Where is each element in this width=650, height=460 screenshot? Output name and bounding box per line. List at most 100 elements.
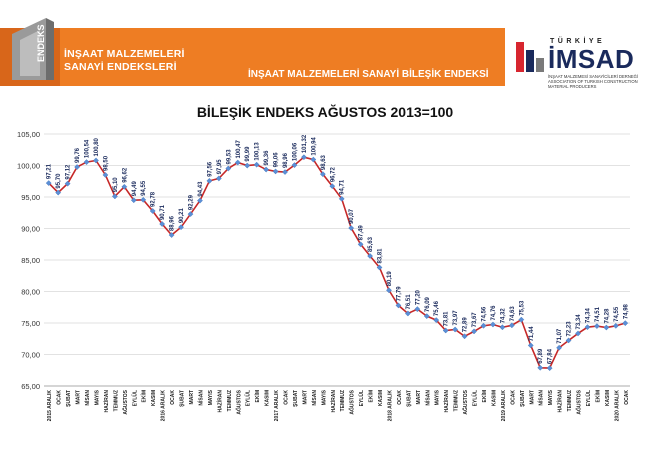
data-label: 74,98 bbox=[623, 303, 629, 319]
data-point bbox=[423, 313, 430, 320]
data-label: 73,81 bbox=[444, 311, 450, 327]
data-label: 73,34 bbox=[576, 314, 582, 330]
x-tick-label: KASIM bbox=[151, 390, 157, 406]
x-tick-label: TEMMUZ bbox=[113, 390, 119, 411]
x-tick-label: TEMMUZ bbox=[454, 390, 460, 411]
data-point bbox=[546, 365, 553, 371]
data-label: 74,34 bbox=[585, 307, 591, 323]
data-label: 94,49 bbox=[132, 181, 138, 197]
chart-title: BİLEŞİK ENDEKS AĞUSTOS 2013=100 bbox=[196, 104, 454, 120]
x-tick-label: HAZİRAN bbox=[557, 390, 564, 413]
data-label: 99,53 bbox=[226, 149, 232, 165]
data-point bbox=[45, 180, 52, 186]
data-point bbox=[367, 253, 373, 259]
data-point bbox=[301, 154, 307, 161]
y-tick-label: 70,00 bbox=[21, 351, 40, 360]
data-point bbox=[121, 183, 128, 190]
data-label: 73,67 bbox=[472, 312, 478, 328]
imsad-logo-mark bbox=[516, 42, 544, 72]
x-tick-label: NİSAN bbox=[197, 390, 204, 406]
data-point bbox=[253, 161, 260, 168]
x-tick-label: 2016 ARALIK bbox=[161, 390, 167, 422]
data-point bbox=[140, 196, 147, 203]
data-label: 96,62 bbox=[122, 167, 128, 183]
x-tick-label: ŞUBAT bbox=[520, 390, 526, 407]
data-point bbox=[348, 225, 355, 231]
x-tick-label: EYLÜL bbox=[245, 390, 252, 406]
x-tick-label: AĞUSTOS bbox=[121, 389, 129, 414]
data-label: 94,71 bbox=[340, 179, 346, 195]
data-label: 74,63 bbox=[510, 306, 516, 322]
data-label: 83,81 bbox=[378, 248, 384, 264]
data-point bbox=[168, 232, 175, 238]
data-label: 76,51 bbox=[406, 294, 412, 310]
x-tick-label: MAYIS bbox=[548, 389, 554, 405]
brand-line-2: SANAYİ ENDEKSLERİ bbox=[64, 61, 177, 73]
data-label: 74,76 bbox=[491, 305, 497, 321]
data-point bbox=[386, 287, 392, 294]
data-point bbox=[215, 175, 222, 182]
x-tick-label: NİSAN bbox=[311, 390, 318, 406]
x-tick-label: MART bbox=[302, 390, 308, 404]
data-point bbox=[291, 162, 298, 169]
data-label: 100,13 bbox=[255, 142, 261, 161]
data-point bbox=[55, 189, 62, 196]
data-point bbox=[74, 164, 80, 170]
data-point bbox=[480, 322, 487, 329]
data-label: 67,89 bbox=[538, 348, 544, 364]
y-tick-label: 105,00 bbox=[17, 130, 40, 139]
x-tick-label: KASIM bbox=[491, 390, 497, 406]
data-label: 67,84 bbox=[548, 348, 554, 364]
data-label: 71,44 bbox=[529, 326, 535, 342]
data-label: 94,43 bbox=[198, 181, 204, 197]
data-point bbox=[197, 197, 203, 204]
data-point bbox=[612, 322, 619, 329]
data-label: 100,06 bbox=[292, 142, 298, 161]
x-tick-label: NİSAN bbox=[84, 390, 91, 406]
data-point bbox=[395, 302, 402, 309]
y-tick-label: 75,00 bbox=[21, 319, 40, 328]
x-tick-label: NİSAN bbox=[538, 390, 545, 406]
x-tick-label: TEMMUZ bbox=[567, 390, 573, 411]
data-label: 90,71 bbox=[160, 204, 166, 220]
data-point bbox=[603, 324, 610, 331]
data-point bbox=[442, 327, 449, 334]
data-label: 94,55 bbox=[141, 180, 147, 196]
x-tick-label: KASIM bbox=[265, 390, 271, 406]
data-label: 95,70 bbox=[56, 173, 62, 189]
data-point bbox=[584, 324, 591, 331]
x-tick-label: MAYIS bbox=[435, 389, 441, 405]
data-point bbox=[338, 195, 345, 202]
x-tick-label: AĞUSTOS bbox=[348, 389, 356, 414]
x-tick-label: ŞUBAT bbox=[406, 390, 412, 407]
data-point bbox=[263, 166, 269, 173]
data-point bbox=[187, 211, 194, 217]
x-tick-label: MAYIS bbox=[94, 389, 100, 405]
y-tick-label: 85,00 bbox=[21, 256, 40, 265]
endeks-logo: ENDEKS bbox=[12, 18, 54, 80]
data-label: 99,06 bbox=[274, 152, 280, 168]
x-tick-label: AĞUSTOS bbox=[234, 389, 242, 414]
data-label: 85,63 bbox=[368, 236, 374, 252]
data-point bbox=[556, 344, 562, 351]
data-label: 80,19 bbox=[387, 271, 393, 287]
x-tick-label: MART bbox=[189, 390, 195, 404]
data-label: 99,36 bbox=[264, 150, 270, 166]
data-point bbox=[471, 328, 477, 335]
x-tick-label: TEMMUZ bbox=[227, 390, 233, 411]
data-point bbox=[64, 180, 71, 187]
x-tick-label: HAZİRAN bbox=[216, 390, 223, 413]
data-label: 77,20 bbox=[415, 289, 421, 305]
x-tick-label: 2017 ARALIK bbox=[274, 390, 280, 422]
data-label: 101,32 bbox=[302, 134, 308, 153]
y-tick-label: 65,00 bbox=[21, 382, 40, 391]
data-label: 74,28 bbox=[604, 308, 610, 324]
y-tick-label: 95,00 bbox=[21, 193, 40, 202]
data-label: 73,97 bbox=[453, 310, 459, 326]
endeks-logo-text: ENDEKS bbox=[36, 24, 46, 62]
data-point bbox=[575, 330, 581, 337]
data-label: 100,94 bbox=[311, 137, 317, 156]
data-label: 95,10 bbox=[113, 177, 119, 193]
imsad-subtitle: İNŞAAT MALZEMESİ SANAYİCİLERİ DERNEĞİ AS… bbox=[548, 74, 639, 89]
data-point bbox=[83, 159, 90, 165]
